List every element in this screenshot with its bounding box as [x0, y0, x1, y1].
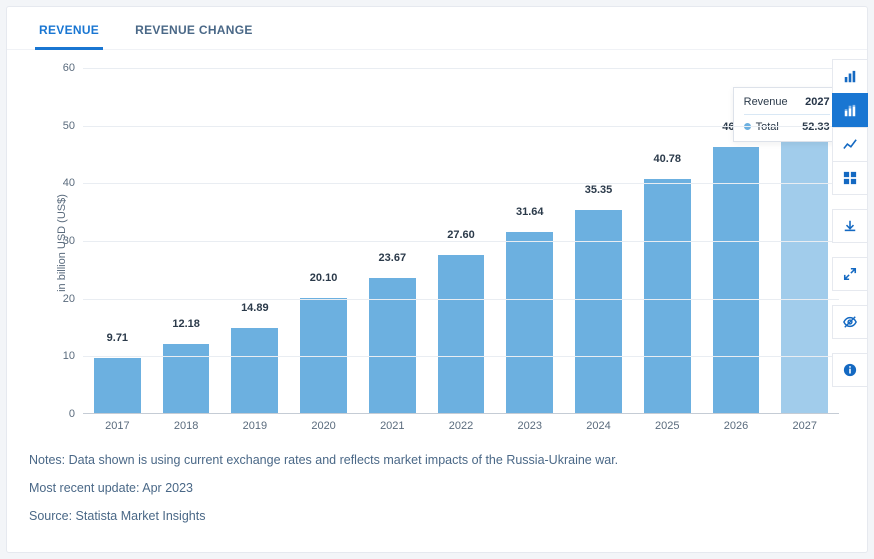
tab-revenue-change[interactable]: REVENUE CHANGE: [131, 17, 257, 49]
bar-chart-icon[interactable]: [832, 59, 868, 93]
bar-value-label: 9.71: [107, 332, 128, 344]
y-tick-label: 50: [63, 120, 75, 132]
footnotes: Notes: Data shown is using current excha…: [7, 436, 867, 552]
gridline: [83, 299, 839, 300]
bar[interactable]: [231, 328, 278, 414]
x-tick-label: 2024: [564, 414, 633, 432]
chart-tooltip: Revenue 2027 Total 52.33: [733, 87, 841, 142]
stacked-bar-icon[interactable]: [832, 93, 868, 127]
x-axis-ticks: 2017201820192020202120222023202420252026…: [83, 414, 839, 432]
tab-bar: REVENUE REVENUE CHANGE: [7, 7, 867, 50]
bar-value-label: 31.64: [516, 206, 544, 218]
footnote-line: Most recent update: Apr 2023: [29, 478, 845, 498]
tab-revenue[interactable]: REVENUE: [35, 17, 103, 50]
x-tick-label: 2018: [152, 414, 221, 432]
tooltip-metric: Revenue: [744, 96, 788, 108]
y-tick-label: 40: [63, 177, 75, 189]
footnote-line: Source: Statista Market Insights: [29, 506, 845, 526]
bar-value-label: 12.18: [172, 318, 200, 330]
info-icon[interactable]: [832, 353, 868, 387]
eye-off-icon[interactable]: [832, 305, 868, 339]
bar-value-label: 27.60: [447, 229, 475, 241]
x-tick-label: 2019: [220, 414, 289, 432]
gridline: [83, 183, 839, 184]
y-tick-label: 10: [63, 350, 75, 362]
x-tick-label: 2026: [702, 414, 771, 432]
line-chart-icon[interactable]: [832, 127, 868, 161]
bar[interactable]: [781, 112, 828, 414]
bar-value-label: 35.35: [585, 184, 613, 196]
bar[interactable]: [713, 147, 760, 414]
chart-container: in billion USD (US$) 9.7112.1814.8920.10…: [7, 50, 867, 436]
gridline: [83, 356, 839, 357]
bar-value-label: 20.10: [310, 272, 338, 284]
gridline: [83, 241, 839, 242]
expand-icon[interactable]: [832, 257, 868, 291]
x-tick-label: 2020: [289, 414, 358, 432]
x-tick-label: 2021: [358, 414, 427, 432]
y-tick-label: 60: [63, 62, 75, 74]
tooltip-year: 2027: [805, 96, 829, 108]
y-tick-label: 20: [63, 293, 75, 305]
x-tick-label: 2027: [770, 414, 839, 432]
footnote-line: Notes: Data shown is using current excha…: [29, 450, 845, 470]
grid-icon[interactable]: [832, 161, 868, 195]
bar[interactable]: [506, 232, 553, 414]
download-icon[interactable]: [832, 209, 868, 243]
x-tick-label: 2022: [427, 414, 496, 432]
chart-plot-area: 9.71 12.18 14.89 20.10 23.67 27.60 31.64 35.35 4…: [83, 68, 839, 414]
bar-value-label: 14.89: [241, 302, 269, 314]
x-tick-label: 2017: [83, 414, 152, 432]
tooltip-series-label: Total: [756, 121, 779, 133]
x-tick-label: 2023: [495, 414, 564, 432]
chart-toolbar: [832, 59, 868, 387]
bar[interactable]: [438, 255, 485, 414]
y-tick-label: 30: [63, 235, 75, 247]
bar-value-label: 23.67: [379, 252, 407, 264]
bar[interactable]: [94, 358, 141, 414]
x-axis-baseline: [83, 413, 839, 414]
gridline: [83, 68, 839, 69]
tooltip-series-dot: [744, 123, 751, 130]
chart-card: REVENUEREVENUE CHANGE in billion USD (US…: [6, 6, 868, 553]
gridline: [83, 126, 839, 127]
bar[interactable]: [163, 344, 210, 414]
bar[interactable]: [644, 179, 691, 414]
y-tick-label: 0: [69, 408, 75, 420]
bar-value-label: 40.78: [653, 153, 681, 165]
x-tick-label: 2025: [633, 414, 702, 432]
tooltip-value: 52.33: [802, 121, 830, 133]
